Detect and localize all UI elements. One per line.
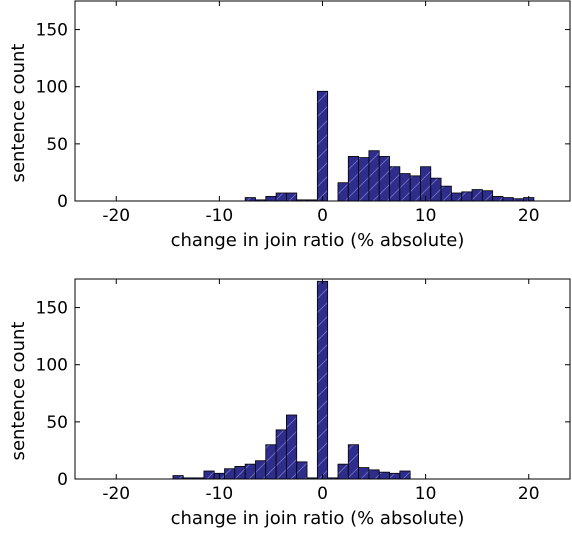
x-tick-label: -10 xyxy=(205,484,233,504)
histogram-bar xyxy=(389,472,401,480)
histogram-bar xyxy=(337,182,349,202)
x-tick-label: 20 xyxy=(518,484,540,504)
x-tick-label: 20 xyxy=(518,206,540,226)
histogram-bar xyxy=(471,189,483,202)
y-tick-label: 50 xyxy=(46,413,68,433)
histogram-bar xyxy=(172,475,184,480)
histogram-bar xyxy=(316,90,329,202)
histogram-bar xyxy=(244,197,256,202)
histogram-bar xyxy=(430,177,442,202)
histogram-bar xyxy=(451,192,463,202)
y-axis-label: sentence count xyxy=(8,322,29,461)
y-tick-label: 100 xyxy=(36,78,68,98)
histogram-bar xyxy=(461,191,473,202)
histogram-bar xyxy=(337,463,349,480)
histogram-bar xyxy=(255,460,267,480)
x-tick-label: -20 xyxy=(102,206,130,226)
histogram-bar xyxy=(368,150,380,202)
histogram-bar xyxy=(389,166,401,202)
histogram-bar xyxy=(399,470,411,480)
x-tick-label: 10 xyxy=(415,484,437,504)
histogram-bar xyxy=(492,196,504,202)
histogram-bar xyxy=(409,175,421,202)
histogram-bar xyxy=(203,470,215,480)
y-tick-label: 100 xyxy=(36,356,68,376)
histogram-bar xyxy=(358,467,370,480)
histogram-bar xyxy=(244,463,256,480)
x-tick-label: 10 xyxy=(415,206,437,226)
histogram-bar xyxy=(502,197,514,202)
x-axis-label: change in join ratio (% absolute) xyxy=(171,230,465,251)
y-tick-label: 150 xyxy=(36,21,68,41)
histogram-panel-2: -20 -10 0 10 20 0 50 100 150 change in join ratio… xyxy=(8,278,571,529)
histogram-bar xyxy=(224,468,236,480)
histogram-bar xyxy=(265,444,277,480)
histogram-bar xyxy=(234,466,246,480)
y-tick-label: 0 xyxy=(57,470,68,490)
histogram-bar xyxy=(399,173,411,202)
histogram-bar xyxy=(347,444,359,480)
y-tick-label: 50 xyxy=(46,135,68,155)
y-tick-label: 0 xyxy=(57,192,68,212)
x-tick-label: -20 xyxy=(102,484,130,504)
histogram-bar xyxy=(286,192,298,202)
histogram-bar xyxy=(358,157,370,202)
histogram-bar xyxy=(265,196,277,202)
y-axis-label: sentence count xyxy=(8,44,29,183)
histogram-bar xyxy=(347,156,359,202)
histogram-bar xyxy=(420,166,432,202)
histogram-bar xyxy=(378,156,390,202)
histogram-bar xyxy=(296,461,308,480)
histogram-bar xyxy=(286,414,298,480)
histogram-bar xyxy=(481,190,494,202)
histogram-panel-1: -20 -10 0 10 20 0 50 100 150 change in join ratio… xyxy=(8,0,571,251)
x-tick-label: 0 xyxy=(317,484,328,504)
x-tick-label: 0 xyxy=(317,206,328,226)
y-tick-label: 150 xyxy=(36,299,68,319)
histogram-bar xyxy=(368,469,380,480)
histogram-bar xyxy=(316,280,329,480)
histogram-bar xyxy=(440,185,452,202)
histogram-bar xyxy=(275,429,287,480)
histogram-bar xyxy=(378,471,390,480)
x-axis-label: change in join ratio (% absolute) xyxy=(171,508,465,529)
x-tick-label: -10 xyxy=(205,206,233,226)
histogram-bar xyxy=(275,192,287,202)
